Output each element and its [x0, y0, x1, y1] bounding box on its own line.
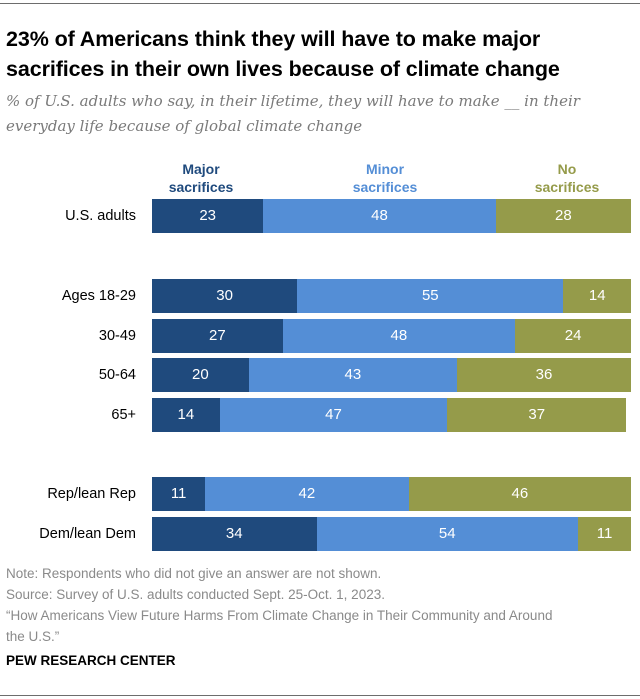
row-label: Rep/lean Rep	[47, 486, 136, 502]
legend-minor: Minor sacrifices	[320, 160, 450, 196]
source-text: Source: Survey of U.S. adults conducted …	[6, 587, 385, 602]
data-label: 30	[216, 287, 233, 304]
data-label: 27	[208, 327, 226, 344]
legend-no-line2: sacrifices	[534, 179, 600, 195]
bar-segment-no: 37	[447, 398, 627, 432]
data-label: 48	[371, 207, 388, 224]
legend-major: Major sacrifices	[136, 160, 266, 196]
bar-segment-major: 11	[152, 477, 206, 511]
data-label: 42	[298, 485, 316, 502]
bar-segment-major: 30	[152, 279, 298, 313]
row-label: Dem/lean Dem	[39, 526, 136, 542]
data-label: 11	[596, 525, 613, 542]
chart-notes: Note: Respondents who did not give an an…	[6, 563, 636, 647]
data-label: 28	[555, 207, 572, 224]
row-label: 65+	[111, 407, 136, 423]
bar-segment-major: 20	[152, 358, 249, 392]
row-label: U.S. adults	[65, 208, 136, 224]
data-label: 43	[344, 366, 362, 383]
bar-segment-minor: 54	[316, 517, 578, 551]
chart-title: 23% of Americans think they will have to…	[6, 27, 560, 81]
data-label: 37	[528, 406, 546, 423]
legend-major-line1: Major	[182, 161, 220, 177]
bar-segment-no: 14	[563, 279, 632, 313]
data-label: 47	[325, 406, 342, 423]
data-label: 55	[421, 287, 439, 304]
row-label: 30-49	[98, 328, 136, 344]
legend-minor-line2: sacrifices	[352, 179, 418, 195]
data-label: 20	[192, 366, 209, 383]
brand-name: PEW RESEARCH CENTER	[6, 653, 176, 668]
legend-major-line2: sacrifices	[168, 179, 234, 195]
bar-segment-major: 14	[152, 398, 220, 432]
bar-segment-minor: 48	[263, 199, 496, 233]
bar-segment-minor: 47	[219, 398, 448, 432]
data-label: 14	[588, 287, 606, 304]
bar-segment-major: 34	[152, 517, 317, 551]
chart-subtitle: % of U.S. adults who say, in their lifet…	[6, 92, 580, 135]
report-title-line1: “How Americans View Future Harms From Cl…	[6, 608, 553, 623]
top-rule	[0, 3, 640, 4]
legend-no-line1: No	[557, 161, 577, 177]
bar-segment-minor: 43	[248, 358, 457, 392]
bar-segment-no: 24	[515, 319, 632, 353]
bar-segment-no: 46	[408, 477, 632, 511]
data-label: 36	[535, 366, 553, 383]
note-text: Note: Respondents who did not give an an…	[6, 566, 382, 581]
data-label: 54	[438, 525, 456, 542]
bar-segment-minor: 55	[297, 279, 564, 313]
bar-segment-no: 28	[495, 199, 632, 233]
bar-segment-no: 11	[577, 517, 632, 551]
bottom-rule	[0, 695, 640, 696]
row-label: 50-64	[98, 367, 136, 383]
data-label: 46	[511, 485, 529, 502]
bar-segment-major: 23	[152, 199, 264, 233]
bar-segment-no: 36	[456, 358, 632, 392]
bar-segment-minor: 42	[205, 477, 409, 511]
row-label: Ages 18-29	[61, 288, 136, 304]
data-label: 48	[390, 327, 408, 344]
data-label: 34	[225, 525, 243, 542]
legend-minor-line1: Minor	[365, 161, 405, 177]
legend-no: No sacrifices	[502, 160, 632, 196]
report-title-line2: the U.S.”	[6, 629, 60, 644]
data-label: 14	[177, 406, 195, 423]
data-label: 11	[170, 485, 187, 502]
data-label: 24	[564, 327, 582, 344]
bar-segment-major: 27	[152, 319, 283, 353]
bar-segment-minor: 48	[282, 319, 515, 353]
data-label: 23	[199, 207, 216, 224]
